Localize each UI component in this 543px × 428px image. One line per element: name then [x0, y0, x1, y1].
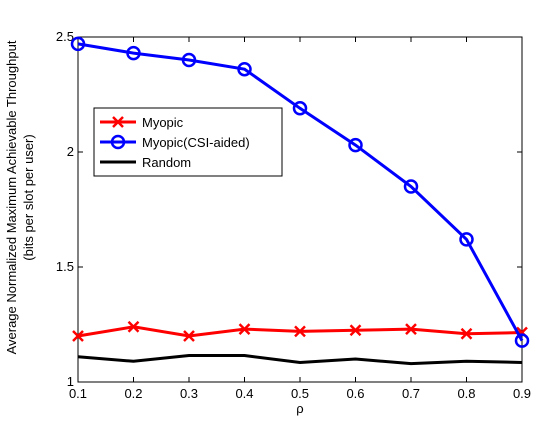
legend-marker	[110, 134, 126, 150]
y-tick-label: 2.5	[56, 29, 74, 44]
x-tick-label: 0.7	[402, 386, 420, 401]
data-point-myopic	[72, 330, 84, 342]
data-point-myopic	[127, 320, 140, 333]
y-tick-label: 1	[67, 374, 74, 389]
y-tick-label: 1.5	[56, 259, 74, 274]
data-point-myopic-csi-aided	[292, 101, 308, 116]
data-point-myopic	[460, 327, 473, 340]
series-random	[77, 354, 523, 366]
data-point-myopic-csi-aided	[403, 179, 419, 194]
x-tick-label: 0.3	[180, 386, 198, 401]
legend-label: Myopic(CSI-aided)	[142, 135, 250, 150]
x-tick-label: 0.5	[291, 386, 309, 401]
data-point-myopic	[238, 323, 251, 335]
data-point-myopic-csi-aided	[237, 61, 252, 77]
y-tick-label: 2	[67, 144, 74, 159]
x-axis-label: ρ	[296, 401, 303, 416]
x-tick-label: 0.1	[69, 386, 87, 401]
series-myopic	[72, 320, 528, 342]
data-point-myopic	[294, 325, 306, 338]
data-point-myopic	[349, 324, 362, 337]
legend-label: Random	[142, 155, 191, 170]
y-axis-label: Average Normalized Maximum Achievable Th…	[4, 40, 19, 354]
y-axis-label-units: (bits per slot per user)	[21, 134, 36, 260]
data-point-myopic-csi-aided	[70, 36, 86, 52]
legend-marker	[112, 116, 124, 128]
legend: Myopic Myopic(CSI-aided) Random	[93, 107, 283, 177]
x-tick-label: 0.2	[124, 386, 142, 401]
data-point-myopic-csi-aided	[514, 333, 530, 348]
series-myopic-csi-aided	[70, 36, 530, 348]
x-tick-label: 0.4	[235, 386, 253, 401]
x-tick-label: 0.8	[457, 386, 475, 401]
plot-area	[77, 36, 523, 383]
x-tick-label: 0.9	[513, 386, 531, 401]
x-tick-label: 0.6	[346, 386, 364, 401]
data-point-myopic-csi-aided	[348, 137, 363, 153]
legend-label: Myopic	[142, 115, 184, 130]
series-line-random	[77, 354, 523, 366]
data-point-myopic-csi-aided	[181, 52, 197, 68]
data-point-myopic-csi-aided	[459, 232, 474, 247]
legend-item-myopic-csi-aided: Myopic(CSI-aided)	[100, 134, 250, 150]
data-point-myopic	[183, 330, 195, 342]
legend-item-myopic: Myopic	[100, 115, 184, 130]
data-point-myopic	[405, 323, 417, 335]
legend-item-random: Random	[100, 155, 191, 170]
data-point-myopic-csi-aided	[126, 45, 141, 61]
series-line-myopic-csi-aided	[77, 42, 524, 342]
